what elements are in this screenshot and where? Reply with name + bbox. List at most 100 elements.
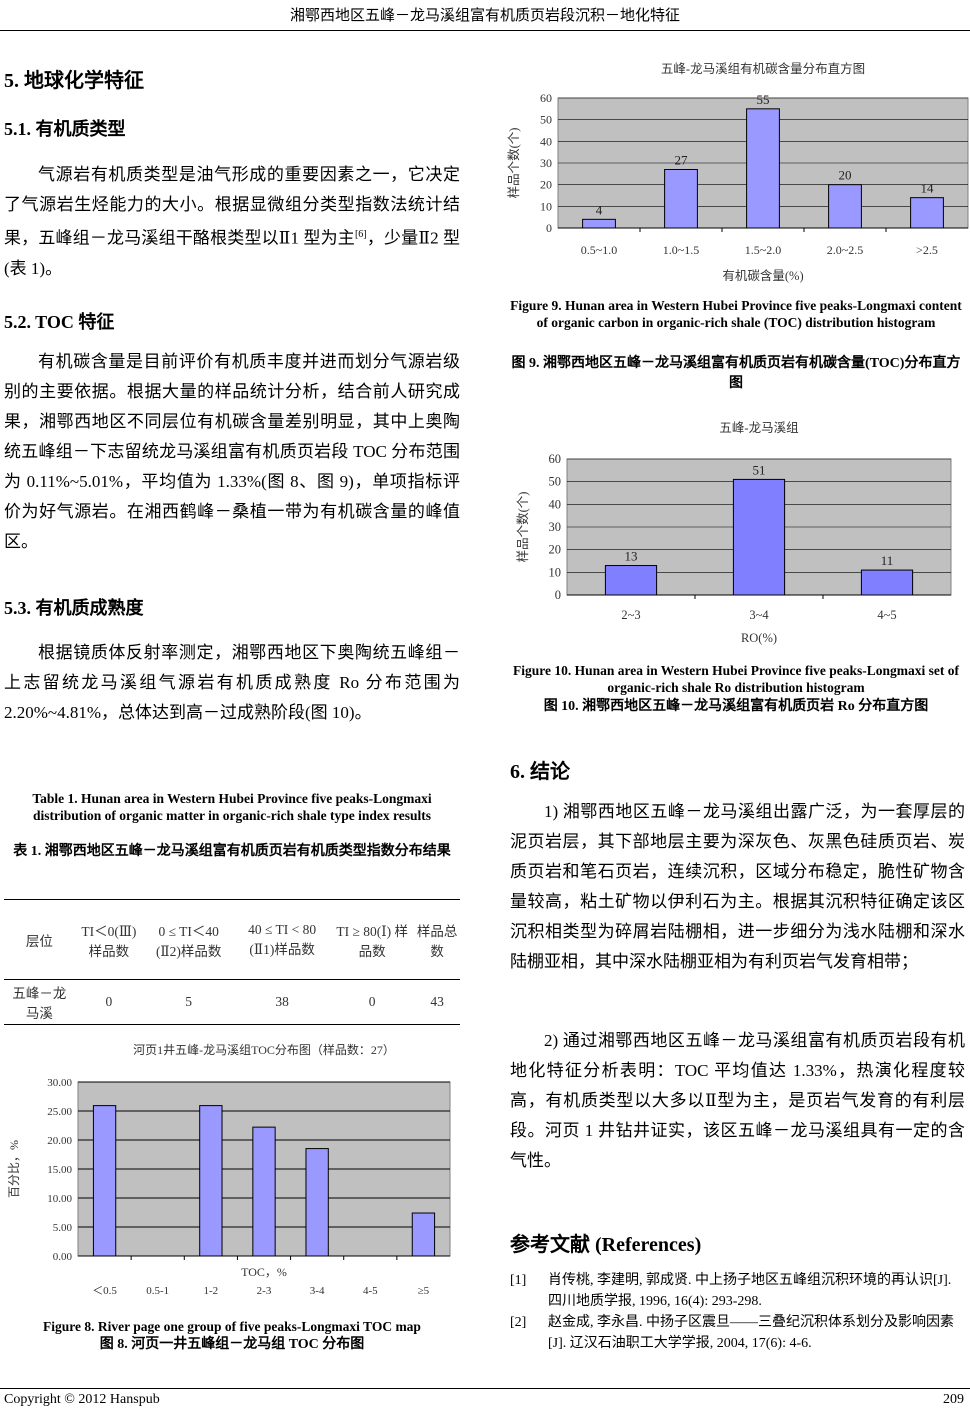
ref-text: 赵金成, 李永昌. 中扬子区震旦——三叠纪沉积体系划分及影响因素[J]. 辽汉石… xyxy=(548,1315,954,1351)
data-label: 27 xyxy=(675,153,689,168)
bar xyxy=(828,184,862,229)
bar xyxy=(860,569,914,596)
ref-number: [2] xyxy=(510,1315,527,1330)
conclusion-2: 2) 通过湘鄂西地区五峰－龙马溪组富有机质页岩段有机地化特征分析表明：TOC 平… xyxy=(510,1031,965,1170)
text: 气源岩有机质类型是油气形成的重要因素之一，它决定了气源岩生烃能力的大小。根据显微… xyxy=(4,165,460,248)
y-tick-label: 0 xyxy=(546,221,552,235)
table-caption-en: Table 1. Hunan area in Western Hubei Pro… xyxy=(32,791,432,823)
x-tick-label: 3~4 xyxy=(749,608,769,622)
y-tick-label: 20.00 xyxy=(47,1135,72,1147)
section-5-1-text: 气源岩有机质类型是油气形成的重要因素之一，它决定了气源岩生烃能力的大小。根据显微… xyxy=(4,160,460,284)
header-cell: 40 ≤ TI < 80 (Ⅱ1)样品数 xyxy=(248,921,317,957)
y-tick-label: 10.00 xyxy=(47,1193,72,1205)
data-label: 4 xyxy=(596,202,603,217)
header-cell: 样品总数 xyxy=(416,923,458,959)
text: ，少量Ⅱ2 型(表 1)。 xyxy=(4,228,460,278)
reference-list: [1] 肖传桃, 李建明, 郭成贤. 中上扬子地区五峰组沉积环境的再认识[J]. … xyxy=(510,1270,965,1354)
y-tick-label: 0 xyxy=(555,588,561,602)
x-tick-label: 1-2 xyxy=(204,1285,219,1297)
header-cell: 层位 xyxy=(25,933,53,949)
y-tick-label: 10 xyxy=(549,565,562,579)
citation[interactable]: [6] xyxy=(354,229,367,240)
y-tick-label: 10 xyxy=(540,199,552,213)
x-tick-label: 2~3 xyxy=(621,608,640,622)
table-header-row: 层位 TI＜0(Ⅲ)样品数 0 ≤ TI＜40 (Ⅱ2)样品数 40 ≤ TI … xyxy=(4,900,460,980)
x-tick-label: 2.0~2.5 xyxy=(827,243,864,257)
header-rule xyxy=(0,30,970,31)
x-tick-label: 0.5~1.0 xyxy=(581,243,618,257)
bar xyxy=(664,169,698,229)
cell: 0 xyxy=(105,994,113,1009)
header-cell: TI ≥ 80(Ⅰ) 样品数 xyxy=(336,923,408,959)
table-caption-zh: 表 1. 湘鄂西地区五峰－龙马溪组富有机质页岩有机质类型指数分布结果 xyxy=(13,844,451,859)
reference-item: [1] 肖传桃, 李建明, 郭成贤. 中上扬子地区五峰组沉积环境的再认识[J]. … xyxy=(510,1270,965,1312)
section-6-title: 6. 结论 xyxy=(510,761,570,783)
y-tick-label: 30 xyxy=(540,156,552,170)
x-axis-label: RO(%) xyxy=(741,631,777,645)
section-5-1-title: 5.1. 有机质类型 xyxy=(4,119,126,139)
table-1: 层位 TI＜0(Ⅲ)样品数 0 ≤ TI＜40 (Ⅱ2)样品数 40 ≤ TI … xyxy=(4,899,460,1025)
header-cell: 0 ≤ TI＜40 (Ⅱ2)样品数 xyxy=(155,923,222,959)
cell: 38 xyxy=(275,994,289,1009)
section-5-3-text: 根据镜质体反射率测定，湘鄂西地区下奥陶统五峰组－上志留统龙马溪组气源岩有机质成熟… xyxy=(4,643,460,722)
cell: 0 xyxy=(368,994,376,1009)
x-tick-label: >2.5 xyxy=(916,243,938,257)
x-tick-label: 3-4 xyxy=(310,1285,325,1297)
y-tick-label: 50 xyxy=(549,475,562,489)
page-number: 209 xyxy=(943,1392,964,1407)
y-tick-label: 20 xyxy=(540,178,552,192)
bar xyxy=(732,478,786,596)
bar xyxy=(92,1105,117,1257)
x-tick-label: 1.5~2.0 xyxy=(745,243,782,257)
copyright: Copyright © 2012 Hanspub xyxy=(4,1392,160,1407)
ref-number: [1] xyxy=(510,1273,527,1288)
figure-8-caption-en: Figure 8. River page one group of five p… xyxy=(43,1319,421,1334)
y-tick-label: 40 xyxy=(540,134,552,148)
bar xyxy=(199,1105,223,1257)
cell: 五峰－龙马溪 xyxy=(12,986,67,1021)
bar xyxy=(582,218,616,229)
section-5-2-text: 有机碳含量是目前评价有机质丰度并进而划分气源岩级别的主要依据。根据大量的样品统计… xyxy=(4,352,460,551)
chart-title: 五峰-龙马溪组 xyxy=(719,421,798,435)
x-tick-label: 1.0~1.5 xyxy=(663,243,700,257)
section-5-3-title: 5.3. 有机质成熟度 xyxy=(4,598,144,618)
bar xyxy=(411,1212,436,1257)
ref-text: 肖传桃, 李建明, 郭成贤. 中上扬子地区五峰组沉积环境的再认识[J]. 四川地… xyxy=(548,1273,952,1309)
figure-9-caption-zh: 图 9. 湘鄂西地区五峰－龙马溪组富有机质页岩有机碳含量(TOC)分布直方图 xyxy=(511,356,961,391)
y-tick-label: 15.00 xyxy=(47,1164,72,1176)
section-5-title: 5. 地球化学特征 xyxy=(4,70,144,92)
bar xyxy=(604,565,658,596)
y-axis-label: 样品个数(个) xyxy=(515,492,530,563)
x-tick-label: 4-5 xyxy=(363,1285,378,1297)
y-tick-label: 30 xyxy=(549,520,562,534)
figure-10-caption-zh: 图 10. 湘鄂西地区五峰－龙马溪组富有机质页岩 Ro 分布直方图 xyxy=(543,699,929,714)
y-tick-label: 60 xyxy=(549,452,562,466)
references-title: 参考文献 (References) xyxy=(510,1234,702,1256)
figure-8-caption-zh: 图 8. 河页一井五峰组－龙马组 TOC 分布图 xyxy=(99,1337,365,1352)
y-tick-label: 40 xyxy=(549,497,562,511)
x-tick-label: 4~5 xyxy=(877,608,896,622)
chart-title: 河页1井五峰-龙马溪组TOC分布图（样品数：27） xyxy=(133,1042,395,1057)
y-axis-label: 百分比，% xyxy=(7,1140,21,1198)
data-label: 55 xyxy=(757,92,770,107)
bar xyxy=(252,1126,276,1257)
data-label: 13 xyxy=(625,549,638,564)
conclusion-1: 1) 湘鄂西地区五峰－龙马溪组出露广泛，为一套厚层的泥页岩层，其下部地层主要为深… xyxy=(510,802,965,971)
reference-item: [2] 赵金成, 李永昌. 中扬子区震旦——三叠纪沉积体系划分及影响因素[J]. … xyxy=(510,1312,965,1354)
header-cell: TI＜0(Ⅲ)样品数 xyxy=(81,923,137,959)
figure-10-caption-en: Figure 10. Hunan area in Western Hubei P… xyxy=(512,663,959,695)
table-row: 五峰－龙马溪 0 5 38 0 43 xyxy=(4,980,460,1025)
y-tick-label: 60 xyxy=(540,91,552,105)
data-label: 11 xyxy=(881,553,894,568)
cell: 5 xyxy=(185,994,193,1009)
section-5-2-title: 5.2. TOC 特征 xyxy=(4,312,115,332)
x-tick-label: 0.5-1 xyxy=(146,1285,169,1297)
data-label: 20 xyxy=(839,168,852,183)
y-tick-label: 5.00 xyxy=(53,1222,73,1234)
bar xyxy=(910,197,944,229)
cell: 43 xyxy=(430,994,444,1009)
y-axis-label: 样品个数(个) xyxy=(506,128,521,199)
bar xyxy=(305,1148,329,1257)
chart-title: 五峰-龙马溪组有机碳含量分布直方图 xyxy=(661,61,865,76)
